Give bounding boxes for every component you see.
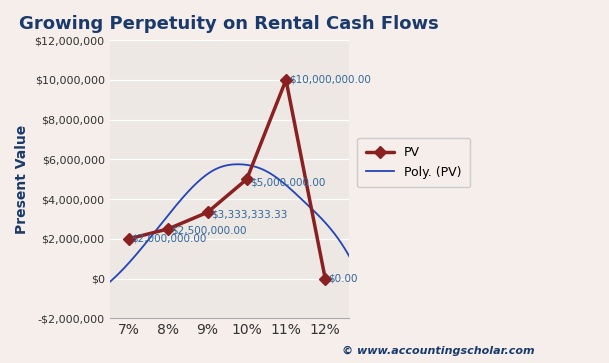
Poly. (PV) xyxy=(184,190,191,195)
Line: Poly. (PV): Poly. (PV) xyxy=(102,164,364,289)
Text: $10,000,000.00: $10,000,000.00 xyxy=(289,75,371,85)
Poly. (PV) xyxy=(202,173,209,178)
Line: PV: PV xyxy=(125,76,329,283)
Y-axis label: Present Value: Present Value xyxy=(15,125,29,234)
Text: $0.00: $0.00 xyxy=(328,273,358,284)
Title: Growing Perpetuity on Rental Cash Flows: Growing Perpetuity on Rental Cash Flows xyxy=(19,15,439,33)
PV xyxy=(322,276,329,281)
PV xyxy=(243,177,250,182)
Text: © www.accountingscholar.com: © www.accountingscholar.com xyxy=(342,346,535,356)
Poly. (PV) xyxy=(288,188,295,192)
PV xyxy=(204,210,211,215)
Poly. (PV) xyxy=(290,189,297,194)
PV xyxy=(283,78,290,82)
Poly. (PV) xyxy=(361,286,368,291)
PV xyxy=(164,227,172,231)
Text: $2,500,000.00: $2,500,000.00 xyxy=(171,226,246,236)
Text: $3,333,333.33: $3,333,333.33 xyxy=(211,209,287,219)
Poly. (PV) xyxy=(130,256,137,260)
PV xyxy=(125,237,133,241)
Poly. (PV) xyxy=(234,162,242,167)
Text: $5,000,000.00: $5,000,000.00 xyxy=(250,177,325,187)
Poly. (PV) xyxy=(98,286,105,291)
Poly. (PV) xyxy=(264,170,271,174)
Text: $2,000,000.00: $2,000,000.00 xyxy=(132,234,207,244)
Legend: PV, Poly. (PV): PV, Poly. (PV) xyxy=(357,138,470,187)
